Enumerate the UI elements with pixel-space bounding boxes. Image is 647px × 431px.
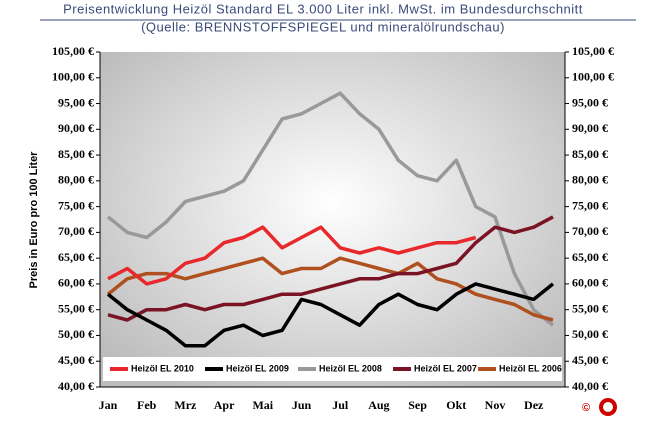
x-tick-label: Mai <box>252 398 273 412</box>
y-tick-label: 65,00 € <box>58 250 94 264</box>
x-tick-label: Aug <box>368 398 389 412</box>
x-tick-label: Jul <box>332 398 349 412</box>
y2-tick-label: 45,00 € <box>572 353 608 367</box>
legend-label: Heizöl EL 2009 <box>226 363 289 373</box>
chart-subtitle: (Quelle: BRENNSTOFFSPIEGEL und mineralöl… <box>141 19 505 34</box>
x-tick-label: Nov <box>485 398 506 412</box>
y-tick-label: 45,00 € <box>58 353 94 367</box>
x-tick-label: Okt <box>446 398 466 412</box>
y2-tick-label: 60,00 € <box>572 276 608 290</box>
y-tick-label: 100,00 € <box>52 70 94 84</box>
y2-tick-label: 40,00 € <box>572 379 608 393</box>
series-line <box>106 282 555 348</box>
y2-tick-label: 55,00 € <box>572 301 608 315</box>
logo-mark <box>603 402 613 412</box>
series-line <box>107 225 477 286</box>
y2-tick-label: 70,00 € <box>572 224 608 238</box>
y-tick-label: 105,00 € <box>52 44 94 58</box>
y2-tick-label: 90,00 € <box>572 121 608 135</box>
plot-background <box>100 52 565 387</box>
y2-tick-label: 105,00 € <box>572 44 614 58</box>
y2-tick-label: 75,00 € <box>572 198 608 212</box>
x-tick-label: Apr <box>214 398 235 412</box>
y2-tick-label: 65,00 € <box>572 250 608 264</box>
y-tick-label: 55,00 € <box>58 301 94 315</box>
y-tick-label: 80,00 € <box>58 173 94 187</box>
series-line <box>107 215 554 322</box>
chart-title: Preisentwicklung Heizöl Standard EL 3.00… <box>63 1 583 16</box>
x-tick-label: Sep <box>408 398 427 412</box>
y-tick-label: 50,00 € <box>58 327 94 341</box>
y2-tick-label: 80,00 € <box>572 173 608 187</box>
y-tick-label: 85,00 € <box>58 147 94 161</box>
x-tick-label: Feb <box>137 398 157 412</box>
y-tick-label: 90,00 € <box>58 121 94 135</box>
x-tick-label: Jun <box>292 398 312 412</box>
series-line <box>106 91 555 327</box>
x-tick-label: Jan <box>99 398 118 412</box>
y2-tick-label: 100,00 € <box>572 70 614 84</box>
y-tick-label: 60,00 € <box>58 276 94 290</box>
legend-label: Heizöl EL 2006 <box>499 363 562 373</box>
legend-label: Heizöl EL 2008 <box>319 363 382 373</box>
x-tick-label: Dez <box>524 398 544 412</box>
x-tick-label: Mrz <box>174 398 197 412</box>
legend-label: Heizöl EL 2010 <box>131 363 194 373</box>
y-axis-label: Preis in Euro pro 100 Liter <box>28 151 40 289</box>
y-tick-label: 75,00 € <box>58 198 94 212</box>
y2-tick-label: 85,00 € <box>572 147 608 161</box>
y-tick-label: 95,00 € <box>58 95 94 109</box>
logo: © <box>582 402 590 414</box>
legend-label: Heizöl EL 2007 <box>414 363 477 373</box>
y2-tick-label: 95,00 € <box>572 95 608 109</box>
y2-tick-label: 50,00 € <box>572 327 608 341</box>
y-tick-label: 40,00 € <box>58 379 94 393</box>
y-tick-label: 70,00 € <box>58 224 94 238</box>
series-line <box>106 256 554 322</box>
